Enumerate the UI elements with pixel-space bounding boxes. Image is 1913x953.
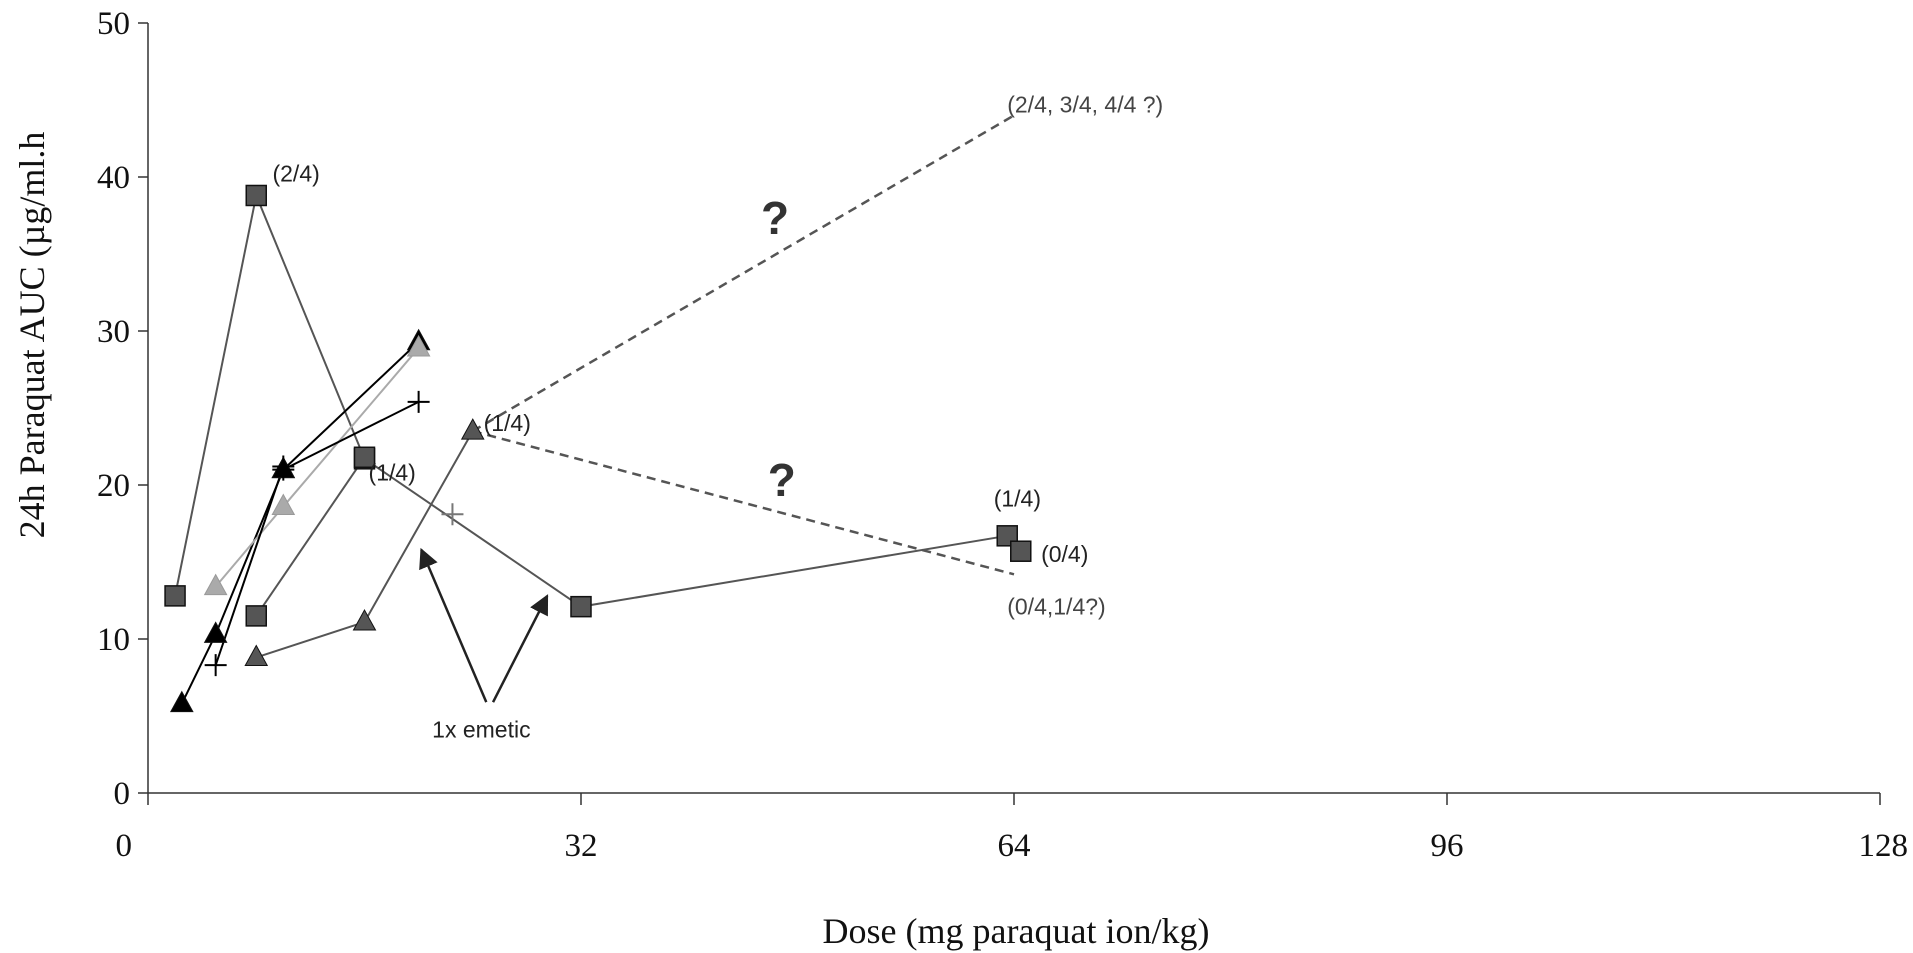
x-tick-label: 32 [565, 828, 598, 864]
ratio-annotation: 1x emetic [432, 717, 530, 743]
data-point-s0-p1 [245, 184, 267, 207]
y-tick-label: 10 [97, 622, 130, 658]
annotation-arrows [419, 547, 549, 703]
data-point-s9-p0 [441, 503, 464, 526]
data-point-s1-p0 [1010, 540, 1032, 562]
data-point-s6-p1 [271, 493, 296, 516]
ratio-annotation: (2/4) [272, 161, 319, 187]
ratio-annotation: (1/4) [994, 486, 1041, 512]
emetic-arrow-1 [491, 594, 549, 703]
chart-annotations: (2/4) (1/4) (1/4) (1/4) (0/4) (2/4, 3/4, 4/4 … [272, 91, 1163, 742]
x-tick-label: 128 [1859, 828, 1909, 864]
series-markers [164, 184, 1032, 713]
data-point-s3-p1 [352, 609, 377, 631]
y-axis-label: 24h Paraquat AUC (µg/ml.h [12, 132, 52, 539]
ratio-annotation: (2/4, 3/4, 4/4 ?) [1007, 91, 1163, 117]
data-point-s6-p0 [203, 573, 228, 596]
data-point-s0-p3 [570, 595, 592, 618]
series-line-10 [472, 114, 1015, 433]
y-tick-label: 20 [97, 468, 130, 504]
data-point-s4-p0 [169, 690, 194, 713]
ratio-annotation: (0/4,1/4?) [1007, 593, 1105, 619]
x-tick-label: 64 [998, 828, 1031, 864]
y-tick-label: 0 [114, 776, 131, 812]
y-tick-label: 40 [97, 160, 130, 196]
data-point-s3-p0 [244, 644, 269, 666]
series-line-2 [255, 456, 366, 617]
x-tick-label: 0 [116, 828, 133, 864]
series-line-8 [282, 400, 420, 471]
data-point-s2-p1 [353, 446, 376, 469]
series-line-11 [472, 429, 1015, 576]
data-point-s6-p2 [406, 334, 431, 357]
series-lines [174, 114, 1015, 705]
series-line-5 [282, 341, 420, 471]
data-point-s3-p2 [460, 418, 485, 440]
question-mark-annotation: ? [761, 192, 789, 244]
data-point-s2-p0 [245, 605, 267, 627]
y-tick-label: 50 [97, 6, 130, 42]
ratio-annotation: (0/4) [1041, 541, 1088, 567]
question-mark-annotation: ? [768, 454, 796, 506]
data-point-s7-p0 [204, 654, 227, 677]
series-line-0 [174, 192, 1008, 608]
x-tick-label: 96 [1431, 828, 1464, 864]
ratio-annotation: (1/4) [484, 410, 531, 436]
data-point-s0-p0 [164, 585, 186, 607]
y-tick-label: 30 [97, 314, 130, 350]
series-line-4 [180, 469, 285, 705]
data-point-s8-p0 [272, 458, 295, 481]
data-point-s8-p1 [407, 390, 430, 413]
ratio-annotation: (1/4) [369, 459, 416, 485]
series-line-7 [214, 466, 285, 666]
chart-axes: 0 10 20 30 40 50 0 32 64 96 128 [97, 6, 1908, 864]
emetic-arrow-0 [419, 547, 488, 703]
x-axis-label: Dose (mg paraquat ion/kg) [823, 911, 1210, 951]
data-point-s4-p1 [203, 621, 228, 643]
